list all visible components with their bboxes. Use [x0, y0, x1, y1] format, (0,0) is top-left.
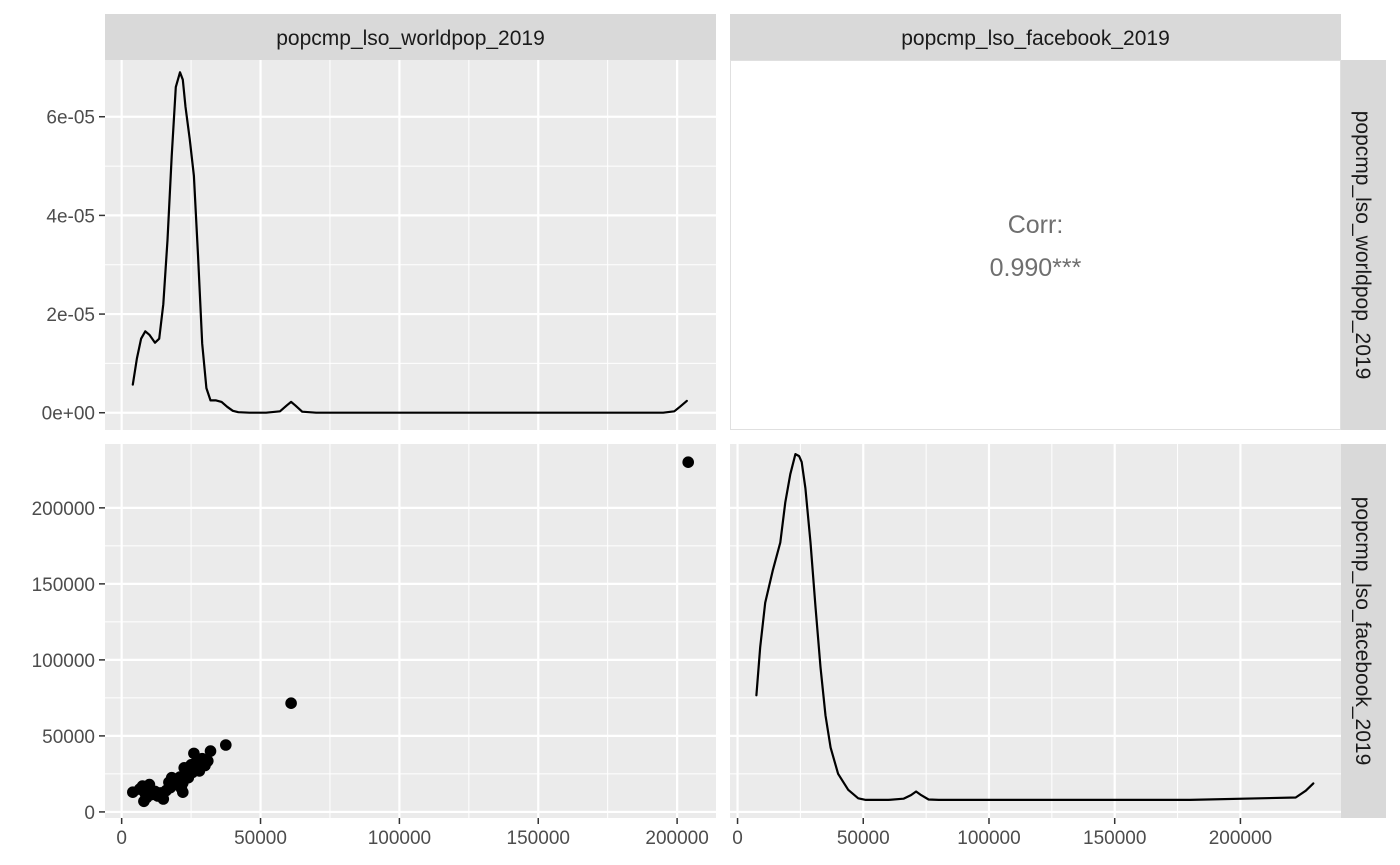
x-axis-worldpop-tick-label: 0: [116, 828, 127, 849]
y-axis-scatter-tick-label: 100000: [32, 651, 95, 672]
y-axis-scatter-tick-label: 0: [84, 803, 95, 824]
y-axis-density-tick-label: 0e+00: [42, 404, 95, 425]
scatter-point: [682, 456, 694, 469]
x-axis-worldpop-tick-label: 150000: [507, 828, 570, 849]
x-axis-facebook-tick-label: 50000: [837, 828, 890, 849]
y-axis-scatter-tick-label: 150000: [32, 575, 95, 596]
x-axis-facebook-tick-label: 150000: [1083, 828, 1146, 849]
panel-density-worldpop: [105, 60, 716, 430]
x-axis-worldpop-tick-label: 50000: [234, 828, 287, 849]
strip-top-left: [105, 14, 716, 60]
scatter-point: [177, 786, 189, 798]
strip-top-right-label: popcmp_lso_facebook_2019: [901, 27, 1170, 50]
panel-correlation: [730, 60, 1341, 430]
y-axis-density-tick-label: 6e-05: [46, 108, 95, 129]
strip-top-left-label: popcmp_lso_worldpop_2019: [276, 27, 545, 50]
y-axis-density-tick-label: 2e-05: [46, 305, 95, 326]
x-axis-worldpop-tick-label: 200000: [645, 828, 708, 849]
strip-right-bottom: [1341, 444, 1386, 818]
scatter-point: [204, 745, 217, 757]
y-axis-scatter-tick-label: 50000: [42, 727, 95, 748]
scatter-point: [285, 697, 297, 709]
strip-right-bottom-label: popcmp_lso_facebook_2019: [1351, 497, 1374, 766]
strip-right-top: [1341, 60, 1386, 430]
corr-label: Corr:: [1008, 211, 1064, 239]
scatter-point: [202, 755, 214, 767]
strip-top-right: [730, 14, 1341, 60]
x-axis-facebook-tick-label: 0: [732, 828, 743, 849]
corr-value: 0.990***: [990, 254, 1082, 282]
y-axis-density-tick-label: 4e-05: [46, 206, 95, 227]
y-axis-scatter-tick-label: 200000: [32, 499, 95, 520]
x-axis-facebook-tick-label: 200000: [1209, 828, 1272, 849]
density-line-facebook: [755, 453, 1315, 802]
density-line-worldpop: [131, 71, 688, 414]
strip-right-top-label: popcmp_lso_worldpop_2019: [1351, 111, 1374, 380]
panel-density-facebook: [730, 444, 1341, 818]
scatter-point: [220, 739, 232, 751]
x-axis-worldpop-tick-label: 100000: [368, 828, 431, 849]
x-axis-facebook-tick-label: 100000: [957, 828, 1020, 849]
